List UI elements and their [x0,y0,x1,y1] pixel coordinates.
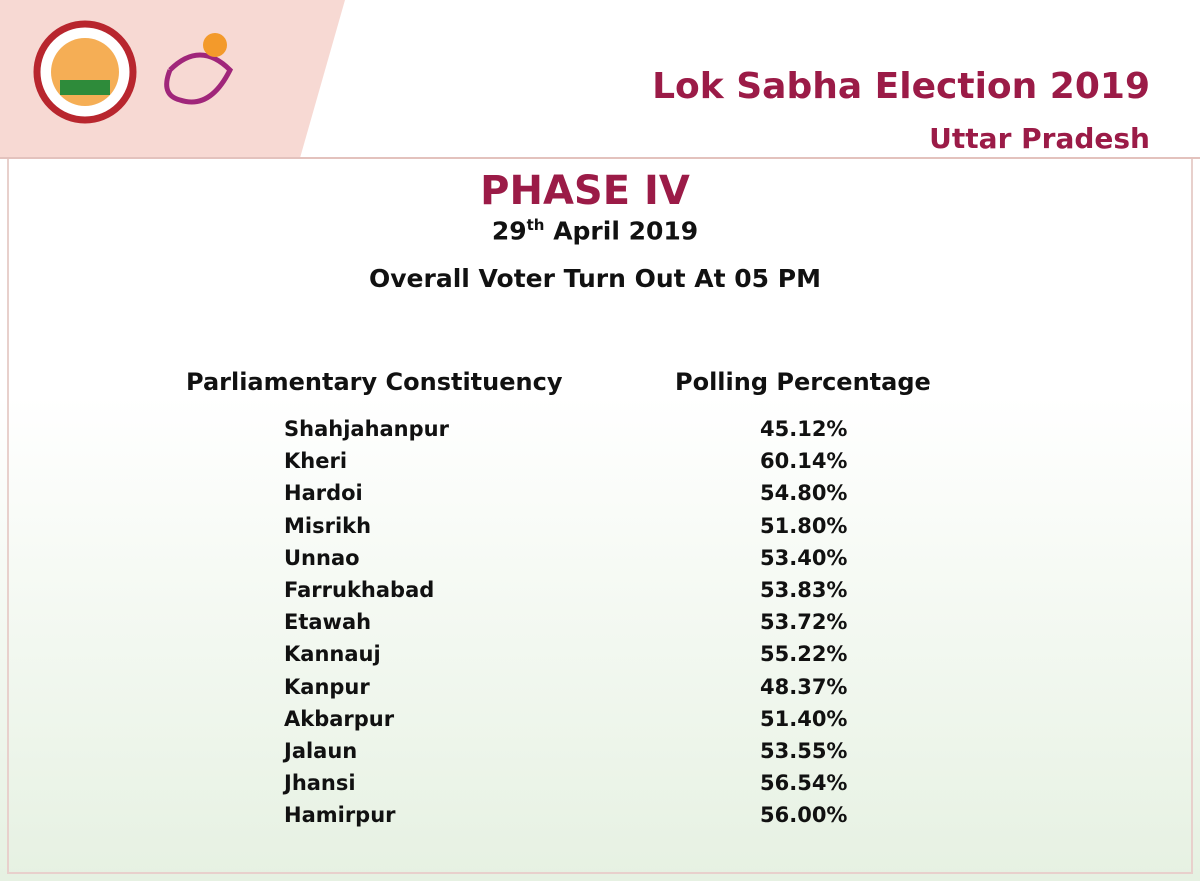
polling-percentage: 51.40% [760,706,848,731]
polling-percentage: 53.40% [760,545,848,570]
polling-percentage: 55.22% [760,642,848,667]
polling-percentage: 56.00% [760,803,848,828]
polling-percentage: 53.55% [760,739,848,763]
polling-percentage: 53.72% [760,610,848,635]
constituency: Hardoi [284,481,363,506]
constituency: Kannauj [284,642,381,667]
constituency: Kheri [284,449,348,474]
logo-map [51,38,119,106]
date-rest: April 2019 [553,216,699,246]
polling-percentage: 48.37% [760,674,848,699]
title: Lok Sabha Election 2019 [652,66,1150,107]
constituency: Shahjahanpur [284,417,449,441]
constituency: Farrukhabad [284,578,435,602]
constituency: Misrikh [284,513,372,538]
constituency: Kanpur [284,674,370,699]
polling-percentage: 60.14% [760,449,848,474]
constituency: Etawah [284,610,372,635]
polling-percentage: 45.12% [760,417,848,441]
heading: Overall Voter Turn Out At 05 PM [369,264,821,293]
column-header: Parliamentary Constituency [186,368,563,396]
constituency: Jalaun [284,739,358,763]
polling-percentage: 51.80% [760,513,848,538]
constituency: Unnao [284,545,360,570]
logo-flag [60,80,110,95]
logo-dot [203,33,227,57]
constituency: Jhansi [284,771,356,796]
logo-festival [164,52,234,105]
subtitle: Uttar Pradesh [929,122,1150,155]
constituency: Hamirpur [284,803,396,828]
phase: PHASE IV [480,168,690,214]
date: 29th April 2019 [0,216,1190,245]
polling-percentage: 53.83% [760,578,848,602]
column-header: Polling Percentage [675,368,931,396]
polling-percentage: 56.54% [760,771,848,796]
constituency: Akbarpur [284,706,395,731]
polling-percentage: 54.80% [760,481,848,506]
date-suffix: th [526,216,545,234]
date-day: 29 [491,216,527,246]
